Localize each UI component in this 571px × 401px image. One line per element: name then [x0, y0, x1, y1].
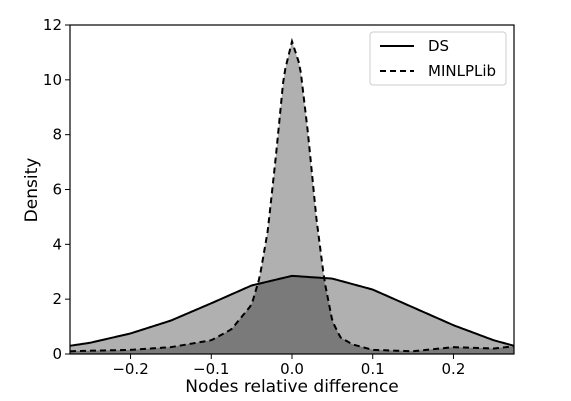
- legend: DS MINLPLib: [369, 31, 507, 86]
- area-overlap: [70, 275, 514, 354]
- area-minlplib: [70, 41, 514, 354]
- x-axis-label: Nodes relative difference: [185, 377, 399, 397]
- density-fills: [70, 41, 514, 354]
- x-axis: −0.2 −0.1 0.0 0.1 0.2: [112, 354, 465, 378]
- y-tick-label: 4: [52, 235, 62, 253]
- x-tick-label: 0.1: [361, 360, 385, 378]
- y-tick-label: 8: [52, 126, 62, 144]
- y-axis: 0 2 4 6 8 10 12: [43, 16, 70, 363]
- y-tick-label: 2: [52, 290, 62, 308]
- density-lines: [70, 37, 514, 353]
- x-tick-label: 0.0: [280, 360, 304, 378]
- line-ds: [70, 274, 514, 347]
- x-tick-label: 0.2: [442, 360, 466, 378]
- y-tick-label: 0: [52, 345, 62, 363]
- y-tick-label: 10: [43, 71, 62, 89]
- legend-label-minlplib: MINLPLib: [428, 62, 496, 80]
- y-axis-label: Density: [22, 158, 42, 223]
- x-tick-label: −0.1: [193, 360, 229, 378]
- legend-label-ds: DS: [428, 37, 449, 55]
- x-tick-label: −0.2: [112, 360, 148, 378]
- y-tick-label: 6: [52, 181, 62, 199]
- line-minlplib: [70, 37, 514, 353]
- y-tick-label: 12: [43, 16, 62, 34]
